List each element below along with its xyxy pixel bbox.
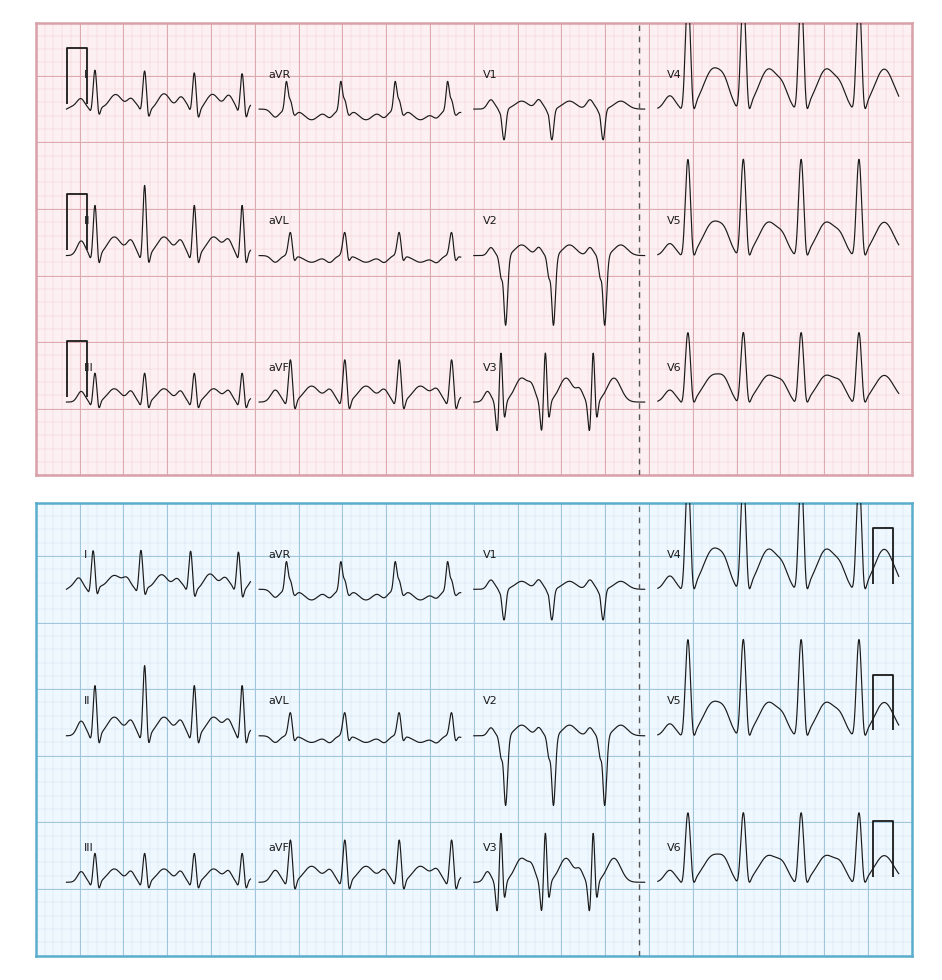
Text: aVL: aVL: [268, 217, 288, 226]
Text: aVR: aVR: [268, 550, 290, 560]
Text: V5: V5: [667, 217, 681, 226]
Text: III: III: [84, 843, 94, 853]
Text: V6: V6: [667, 843, 681, 853]
Text: I: I: [84, 550, 88, 560]
Text: V3: V3: [482, 363, 497, 372]
Text: V4: V4: [667, 70, 681, 79]
Text: V1: V1: [482, 70, 497, 79]
Text: aVF: aVF: [268, 843, 289, 853]
Text: V4: V4: [667, 550, 681, 560]
Text: I: I: [84, 70, 88, 79]
Text: III: III: [84, 363, 94, 372]
Text: II: II: [84, 697, 90, 707]
Text: II: II: [84, 217, 90, 226]
Text: V5: V5: [667, 697, 681, 707]
Text: aVR: aVR: [268, 70, 290, 79]
Text: V2: V2: [482, 697, 497, 707]
Text: V1: V1: [482, 550, 497, 560]
Text: aVF: aVF: [268, 363, 289, 372]
Text: V2: V2: [482, 217, 497, 226]
Text: V6: V6: [667, 363, 681, 372]
Text: aVL: aVL: [268, 697, 288, 707]
Text: V3: V3: [482, 843, 497, 853]
